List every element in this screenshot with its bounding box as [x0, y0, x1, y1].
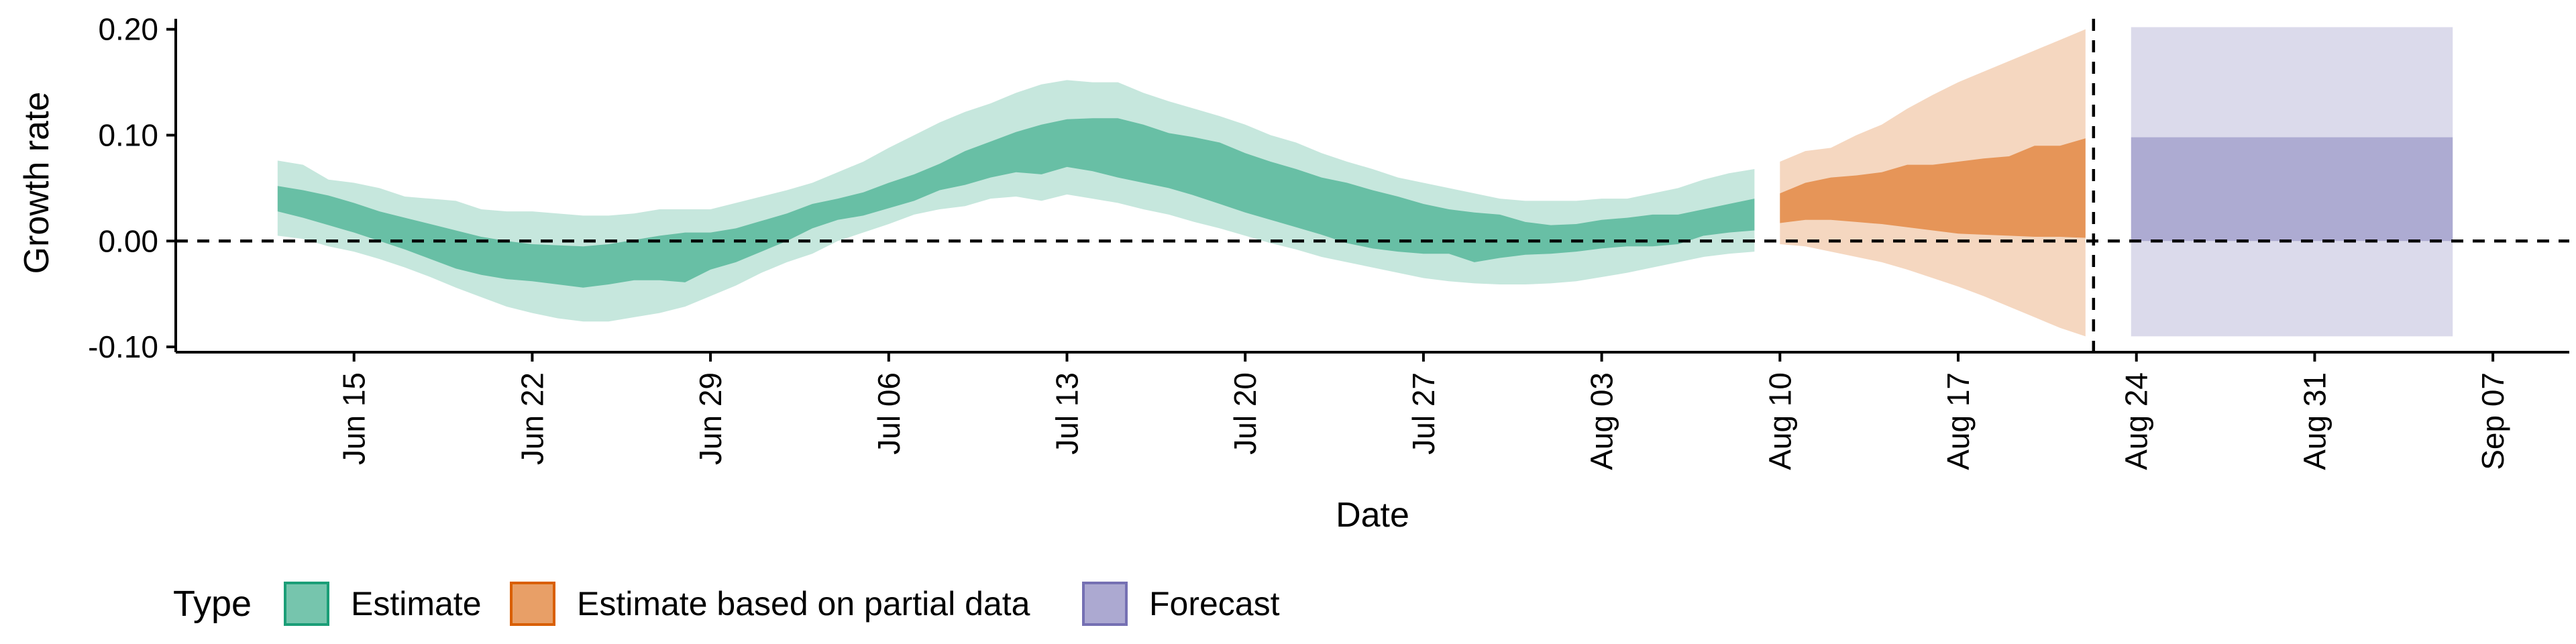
legend-item-estimate: Estimate	[284, 582, 482, 626]
legend-item-forecast: Forecast	[1082, 582, 1280, 626]
estimate-based-on-partial-data-band-50	[1780, 138, 2086, 238]
axes-layer: -0.10 0.00 0.10 0.20 Jun 15 Jun 22 Jun 29 Jul 0…	[17, 12, 2569, 535]
legend-label-estimate: Estimate	[351, 585, 482, 623]
legend-swatch-estimate-based-on-partial-data	[510, 582, 555, 626]
bands-layer	[277, 27, 2453, 337]
y-tick-label: 0.10	[98, 117, 158, 152]
y-tick-label: 0.20	[98, 12, 158, 47]
y-tick-label: 0.00	[98, 223, 158, 258]
x-tick-label: Aug 17	[1941, 372, 1976, 470]
x-tick-label: Jul 13	[1050, 372, 1085, 455]
x-tick-label: Jun 15	[337, 372, 372, 465]
y-axis-title: Growth rate	[17, 92, 56, 274]
x-tick-label: Aug 31	[2297, 372, 2332, 470]
x-tick-label: Jul 27	[1406, 372, 1441, 455]
legend-title: Type	[173, 584, 252, 624]
legend-label-estimate-based-on-partial-data: Estimate based on partial data	[577, 585, 1030, 623]
x-tick-label: Jul 20	[1228, 372, 1263, 455]
x-axis-title: Date	[1336, 496, 1409, 535]
y-tick-label: -0.10	[88, 329, 158, 364]
estimate-band-90	[277, 80, 1755, 322]
x-tick-label: Jun 22	[515, 372, 549, 465]
legend-swatch-forecast	[1082, 582, 1128, 626]
x-tick-label: Sep 07	[2475, 372, 2510, 470]
forecast-band-50	[2131, 137, 2453, 241]
x-tick-label: Aug 24	[2119, 372, 2154, 470]
forecast-band-90	[2131, 27, 2453, 337]
legend-swatch-estimate	[284, 582, 329, 626]
x-tick-label: Jul 06	[871, 372, 906, 455]
legend: Type Estimate Estimate based on partial da…	[173, 582, 1280, 626]
x-tick-label: Jun 29	[693, 372, 728, 465]
legend-label-forecast: Forecast	[1149, 585, 1280, 623]
x-tick-label: Aug 10	[1762, 372, 1797, 470]
legend-item-estimate-based-on-partial-data: Estimate based on partial data	[510, 582, 1030, 626]
estimate-band-50	[277, 118, 1755, 288]
x-tick-label: Aug 03	[1585, 372, 1619, 470]
